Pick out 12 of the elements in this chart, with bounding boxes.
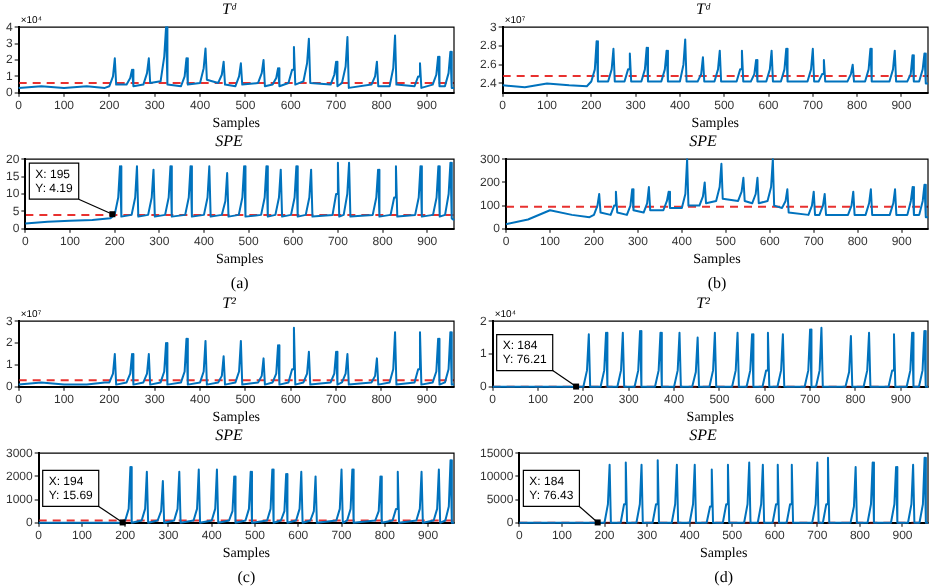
- chart-title: SPE: [689, 425, 717, 444]
- chart-title: Tᵈ: [222, 0, 237, 18]
- text: (b): [707, 274, 728, 293]
- chart-title: T²: [222, 293, 238, 312]
- chart-title: Tᵈ: [696, 0, 711, 18]
- text: (a): [230, 274, 250, 293]
- chart-title: SPE: [215, 131, 243, 150]
- text: (d): [714, 568, 734, 587]
- chart-title: SPE: [215, 425, 243, 444]
- text: (c): [237, 568, 256, 587]
- chart-title: T²: [696, 293, 712, 312]
- chart-title: SPE: [689, 131, 717, 150]
